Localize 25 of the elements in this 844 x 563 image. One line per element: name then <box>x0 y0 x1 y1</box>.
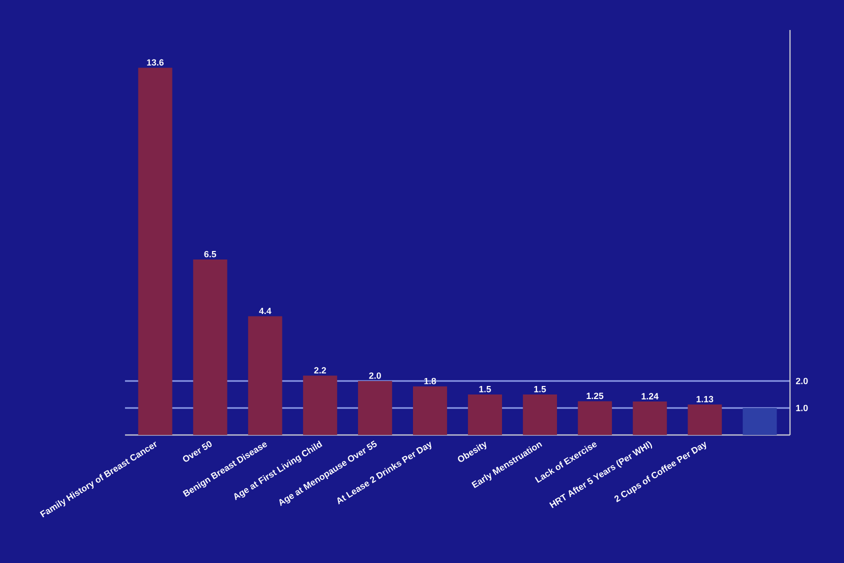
bar <box>138 68 172 435</box>
x-tick-label: Over 50 <box>182 441 212 462</box>
data-label: 1.25 <box>586 392 604 400</box>
data-label: 1.5 <box>534 386 546 392</box>
bar <box>688 404 722 435</box>
y-tick-label: 1.0 <box>796 404 808 412</box>
data-label: 2.2 <box>314 367 326 374</box>
bar <box>522 394 557 435</box>
data-label: 1.24 <box>642 393 659 400</box>
bar <box>578 401 612 435</box>
bar <box>303 376 338 435</box>
data-label: 1.8 <box>424 378 436 384</box>
bar <box>632 402 667 435</box>
data-label: 1.5 <box>479 386 491 392</box>
bar <box>358 381 392 435</box>
bar <box>412 386 448 435</box>
data-label: 4.4 <box>259 308 272 314</box>
data-label: 6.5 <box>204 250 216 258</box>
data-label: 1.13 <box>696 396 714 402</box>
bar <box>248 316 282 435</box>
data-label: 2.0 <box>369 372 381 379</box>
bar <box>193 259 228 435</box>
bar <box>742 408 777 435</box>
bar <box>468 394 502 435</box>
data-label: 13.6 <box>147 59 164 66</box>
